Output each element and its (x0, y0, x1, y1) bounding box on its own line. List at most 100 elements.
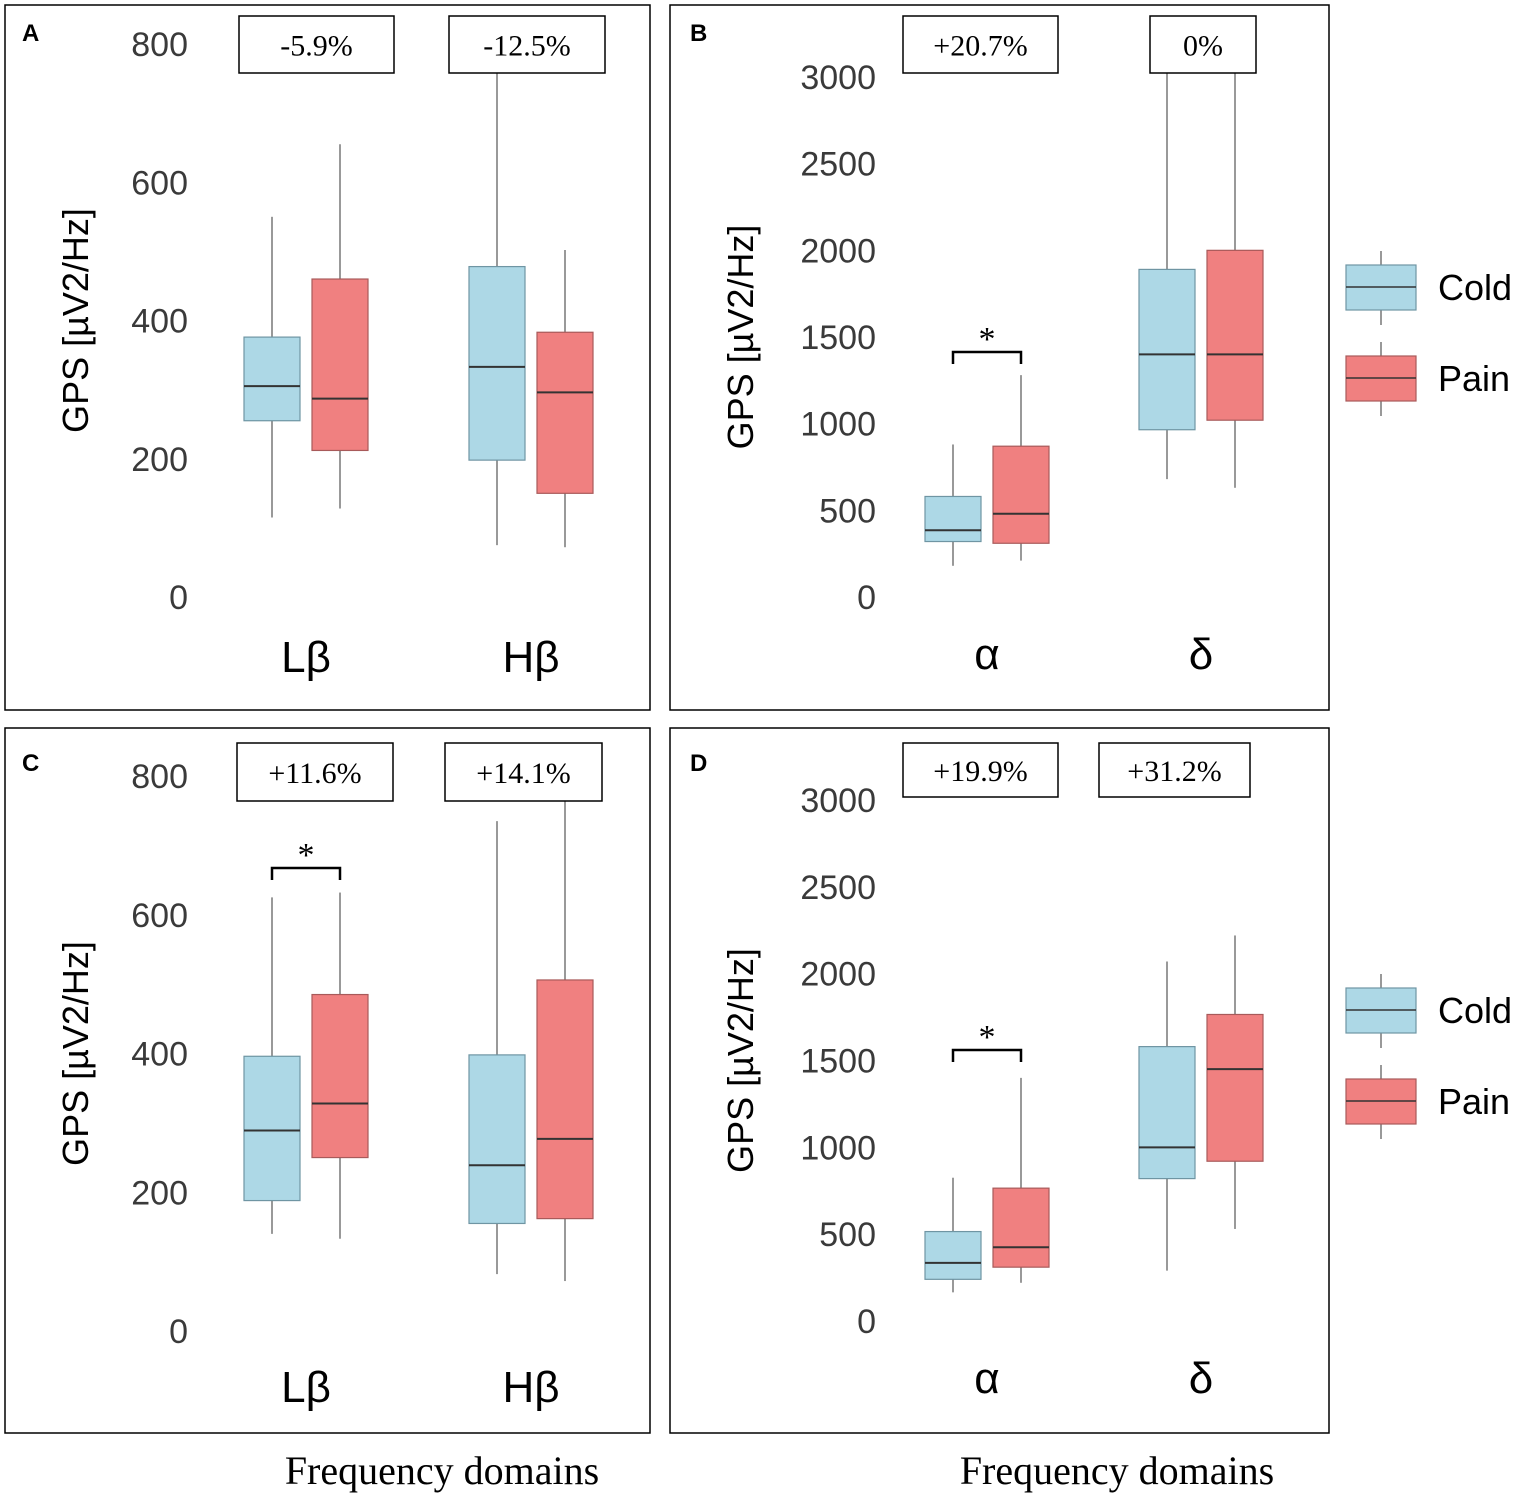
box-pain-α (992, 375, 1050, 561)
box-body (992, 445, 1050, 544)
y-tick-label: 600 (131, 164, 188, 202)
change-annotation-box (902, 15, 1059, 74)
y-tick-label: 800 (131, 26, 188, 64)
x-tick-label: Lβ (281, 1363, 331, 1412)
x-tick-label: α (974, 1354, 999, 1403)
y-tick-label: 0 (169, 579, 188, 617)
box-body (1138, 268, 1196, 431)
box-cold-Lβ (243, 216, 301, 518)
box-pain-α (992, 1077, 1050, 1283)
panel-letter: B (690, 20, 707, 47)
x-tick-label: δ (1189, 630, 1214, 679)
box-body (468, 265, 526, 461)
box-body (243, 336, 301, 422)
y-tick-label: 1500 (800, 1043, 876, 1081)
box-body (468, 1054, 526, 1225)
box-body (992, 1187, 1050, 1268)
box-pain-Hβ (536, 782, 594, 1282)
y-tick-label: 2000 (800, 232, 876, 270)
y-tick-label: 3000 (800, 782, 876, 820)
box-cold-Hβ (468, 61, 526, 546)
panels: A 0 200 400 600 800 GPS [µV2/Hz] Lβ Hβ -5.9% -12.5… (4, 4, 1330, 1434)
significance-bracket (270, 866, 342, 880)
change-annotation: +11.6% (268, 757, 361, 790)
box-body (924, 1230, 982, 1280)
significance-bracket (951, 350, 1023, 364)
y-tick-label: 1000 (800, 1129, 876, 1167)
legend-top: Cold Pain (1345, 251, 1512, 416)
box-cold-δ (1138, 961, 1196, 1271)
change-annotation: +20.7% (933, 30, 1027, 63)
panel-letter: D (690, 750, 707, 777)
panel-frame (4, 4, 651, 711)
y-axis-label: GPS [µV2/Hz] (55, 941, 96, 1166)
box-cold-α (924, 1177, 982, 1293)
y-axis-label: GPS [µV2/Hz] (55, 208, 96, 433)
box-body (1206, 1013, 1264, 1162)
legend-label-cold: Cold (1438, 267, 1512, 308)
change-annotation: +31.2% (1127, 755, 1221, 788)
y-tick-label: 200 (131, 441, 188, 479)
panel-c: C 0 200 400 600 800 GPS [µV2/Hz] Lβ Hβ +11.6% +14.… (4, 727, 651, 1434)
y-tick-label: 400 (131, 1036, 188, 1074)
box-body (1206, 249, 1264, 421)
box-pain-Hβ (536, 249, 594, 548)
panel-a: A 0 200 400 600 800 GPS [µV2/Hz] Lβ Hβ -5.9% -12.5… (4, 4, 651, 711)
x-tick-label: α (974, 630, 999, 679)
change-annotation: 0% (1183, 30, 1223, 63)
y-tick-label: 600 (131, 897, 188, 935)
box-body (1138, 1046, 1196, 1180)
legend-label-pain: Pain (1438, 1081, 1510, 1122)
significance-star: * (298, 837, 315, 874)
panel-frame (669, 4, 1330, 711)
panel-d: D 0 500 1000 1500 2000 2500 3000 GPS [µV2/Hz] α δ +… (669, 727, 1330, 1434)
y-tick-label: 1000 (800, 406, 876, 444)
box-body (243, 1055, 301, 1202)
box-cold-Hβ (468, 821, 526, 1275)
box-cold-α (924, 444, 982, 566)
x-axis-label-left: Frequency domains (285, 1448, 599, 1493)
change-annotation-box (1098, 742, 1251, 798)
change-annotation-box (236, 742, 394, 802)
change-annotation-box (1149, 15, 1257, 74)
significance-bracket (951, 1048, 1023, 1062)
y-tick-label: 200 (131, 1174, 188, 1212)
panel-b: B 0 500 1000 1500 2000 2500 3000 GPS [µV2/Hz] α δ +… (669, 4, 1330, 711)
x-tick-label: Hβ (502, 1363, 559, 1412)
change-annotation-box (238, 15, 395, 74)
box-body (311, 278, 369, 452)
y-tick-label: 1500 (800, 319, 876, 357)
y-tick-label: 0 (857, 579, 876, 617)
change-annotation: +19.9% (933, 755, 1027, 788)
y-tick-label: 500 (819, 1216, 876, 1254)
significance-star: * (979, 1019, 996, 1056)
change-annotation-box (444, 742, 603, 802)
y-tick-label: 2000 (800, 956, 876, 994)
y-tick-label: 2500 (800, 146, 876, 184)
box-body (536, 331, 594, 494)
change-annotation: +14.1% (476, 757, 570, 790)
box-pain-Lβ (311, 892, 369, 1239)
y-tick-label: 2500 (800, 869, 876, 907)
change-annotation: -12.5% (483, 30, 570, 63)
significance-star: * (979, 321, 996, 358)
x-tick-label: δ (1189, 1354, 1214, 1403)
legend-label-pain: Pain (1438, 358, 1510, 399)
y-tick-label: 400 (131, 303, 188, 341)
panel-frame (669, 727, 1330, 1434)
change-annotation: -5.9% (280, 30, 352, 63)
box-body (311, 993, 369, 1159)
panel-letter: C (22, 750, 39, 777)
y-tick-label: 800 (131, 758, 188, 796)
legend-label-cold: Cold (1438, 990, 1512, 1031)
change-annotation-box (902, 742, 1059, 798)
y-tick-label: 0 (857, 1303, 876, 1341)
y-tick-label: 3000 (800, 59, 876, 97)
box-pain-Lβ (311, 144, 369, 509)
y-axis-label: GPS [µV2/Hz] (720, 948, 761, 1173)
x-axis-label-right: Frequency domains (960, 1448, 1274, 1493)
box-body (924, 495, 982, 543)
box-body (536, 979, 594, 1220)
box-pain-δ (1206, 935, 1264, 1229)
legend-bottom: Cold Pain (1345, 974, 1512, 1139)
